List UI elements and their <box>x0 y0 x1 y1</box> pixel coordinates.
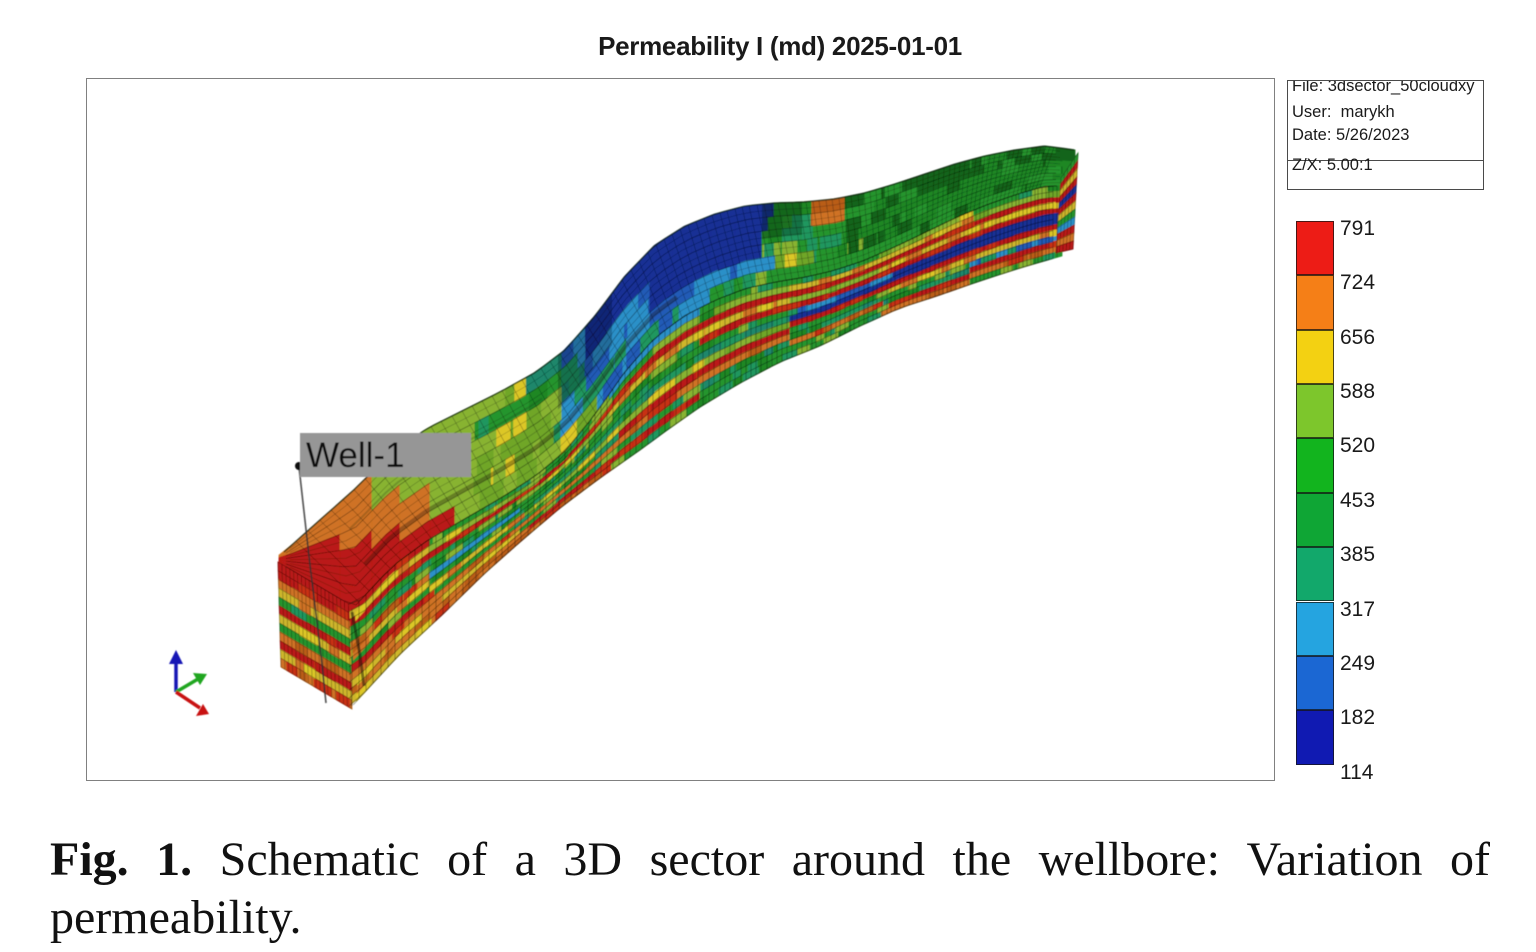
svg-text:Well-1: Well-1 <box>306 436 405 475</box>
